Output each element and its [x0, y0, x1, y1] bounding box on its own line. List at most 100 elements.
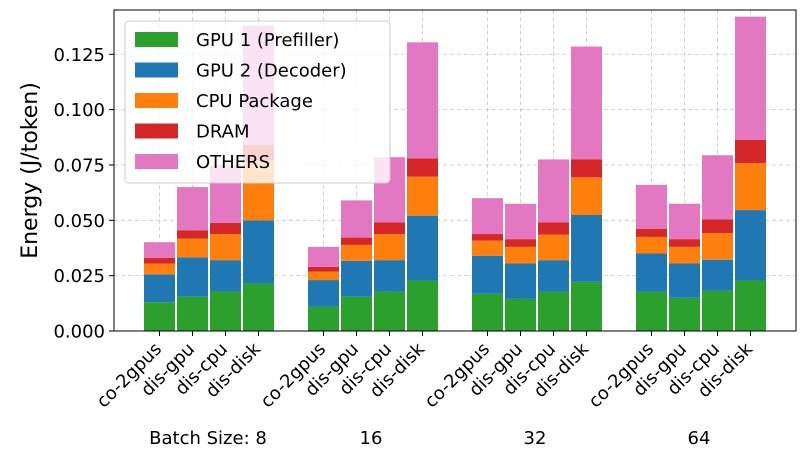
bar-segment	[341, 260, 372, 297]
bar-segment	[374, 234, 405, 261]
bar-segment	[669, 246, 700, 264]
bar-segment	[571, 159, 602, 178]
bar-segment	[702, 219, 733, 234]
bar-segment	[735, 280, 766, 331]
bar-segment	[407, 158, 438, 177]
bar-segment	[636, 228, 667, 237]
bar-segment	[571, 46, 602, 160]
bar-segment	[472, 293, 503, 331]
y-tick-label: 0.025	[53, 266, 105, 287]
bar-segment	[243, 220, 274, 284]
legend-swatch	[135, 32, 178, 47]
bar-segment	[308, 266, 339, 272]
bar-segment	[243, 283, 274, 331]
bar-segment	[308, 271, 339, 281]
bar-segment	[702, 259, 733, 291]
bar-segment	[374, 222, 405, 235]
legend-label: CPU Package	[196, 91, 313, 112]
bar-series	[144, 16, 766, 331]
bar-segment	[144, 257, 175, 264]
bar-segment	[505, 298, 536, 331]
bar-segment	[341, 296, 372, 331]
bar-segment	[669, 239, 700, 247]
bar-segment	[538, 291, 569, 331]
bar-segment	[636, 236, 667, 254]
bar-segment	[735, 163, 766, 211]
bar-segment	[538, 159, 569, 223]
bar-segment	[177, 238, 208, 258]
bar-segment	[702, 233, 733, 260]
legend-box	[124, 20, 391, 184]
bar-segment	[177, 296, 208, 331]
bar-segment	[571, 281, 602, 331]
batch-size-label: 32	[524, 428, 547, 449]
x-axis-ticks: co-2gpusdis-gpudis-cpudis-diskco-2gpusdi…	[93, 331, 757, 412]
bar-segment	[636, 184, 667, 229]
bar-segment	[374, 260, 405, 292]
y-tick-label: 0.000	[53, 322, 105, 343]
bar-segment	[538, 234, 569, 261]
bar-segment	[341, 200, 372, 238]
legend-label: GPU 2 (Decoder)	[196, 61, 347, 82]
bar-segment	[177, 230, 208, 239]
y-axis-ticks: 0.000 0.025 0.050 0.075 0.100 0.125	[53, 45, 114, 343]
legend-label: GPU 1 (Prefiller)	[196, 30, 339, 51]
bar-segment	[472, 198, 503, 235]
y-tick-label: 0.050	[53, 211, 105, 232]
legend-swatch	[135, 123, 178, 139]
bar-segment	[177, 257, 208, 297]
batch-size-label: Batch Size: 8	[149, 428, 267, 449]
bar-segment	[636, 253, 667, 292]
bar-segment	[538, 222, 569, 235]
bar-segment	[210, 222, 241, 235]
y-axis-label: Energy (J/token)	[18, 82, 43, 259]
legend-label: OTHERS	[196, 152, 270, 173]
bar-segment	[407, 42, 438, 159]
bar-segment	[407, 176, 438, 216]
bar-segment	[407, 215, 438, 281]
bar-segment	[144, 242, 175, 258]
bar-segment	[144, 274, 175, 303]
bar-segment	[538, 260, 569, 292]
bar-segment	[308, 306, 339, 331]
bar-segment	[669, 297, 700, 331]
bar-segment	[407, 280, 438, 331]
bar-segment	[210, 291, 241, 331]
bar-segment	[669, 203, 700, 240]
bar-segment	[505, 239, 536, 247]
legend-swatch	[135, 93, 178, 108]
bar-segment	[341, 244, 372, 261]
bar-segment	[636, 291, 667, 331]
batch-size-label: 16	[360, 428, 383, 449]
bar-segment	[702, 155, 733, 220]
y-tick-label: 0.075	[53, 155, 105, 176]
bar-segment	[571, 214, 602, 282]
y-tick-label: 0.100	[53, 100, 105, 121]
legend-swatch	[135, 154, 178, 169]
bar-segment	[735, 210, 766, 281]
legend-label: DRAM	[196, 122, 249, 143]
bar-segment	[735, 16, 766, 140]
legend-swatch	[135, 62, 178, 78]
bar-segment	[210, 234, 241, 261]
bar-segment	[472, 240, 503, 256]
batch-size-labels: Batch Size: 8 16 32 64	[149, 428, 710, 449]
bar-segment	[144, 263, 175, 275]
bar-segment	[308, 246, 339, 267]
bar-segment	[472, 234, 503, 241]
bar-segment	[144, 302, 175, 331]
bar-segment	[669, 263, 700, 298]
bar-segment	[177, 187, 208, 231]
bar-segment	[210, 260, 241, 292]
bar-segment	[374, 291, 405, 331]
bar-segment	[505, 246, 536, 264]
bar-segment	[505, 263, 536, 299]
y-tick-label: 0.125	[53, 45, 105, 66]
bar-segment	[571, 177, 602, 215]
bar-segment	[341, 237, 372, 245]
bar-segment	[505, 203, 536, 240]
bar-segment	[308, 280, 339, 307]
plot-frame	[113, 9, 797, 332]
legend: GPU 1 (Prefiller) GPU 2 (Decoder) CPU Pack…	[124, 20, 391, 184]
